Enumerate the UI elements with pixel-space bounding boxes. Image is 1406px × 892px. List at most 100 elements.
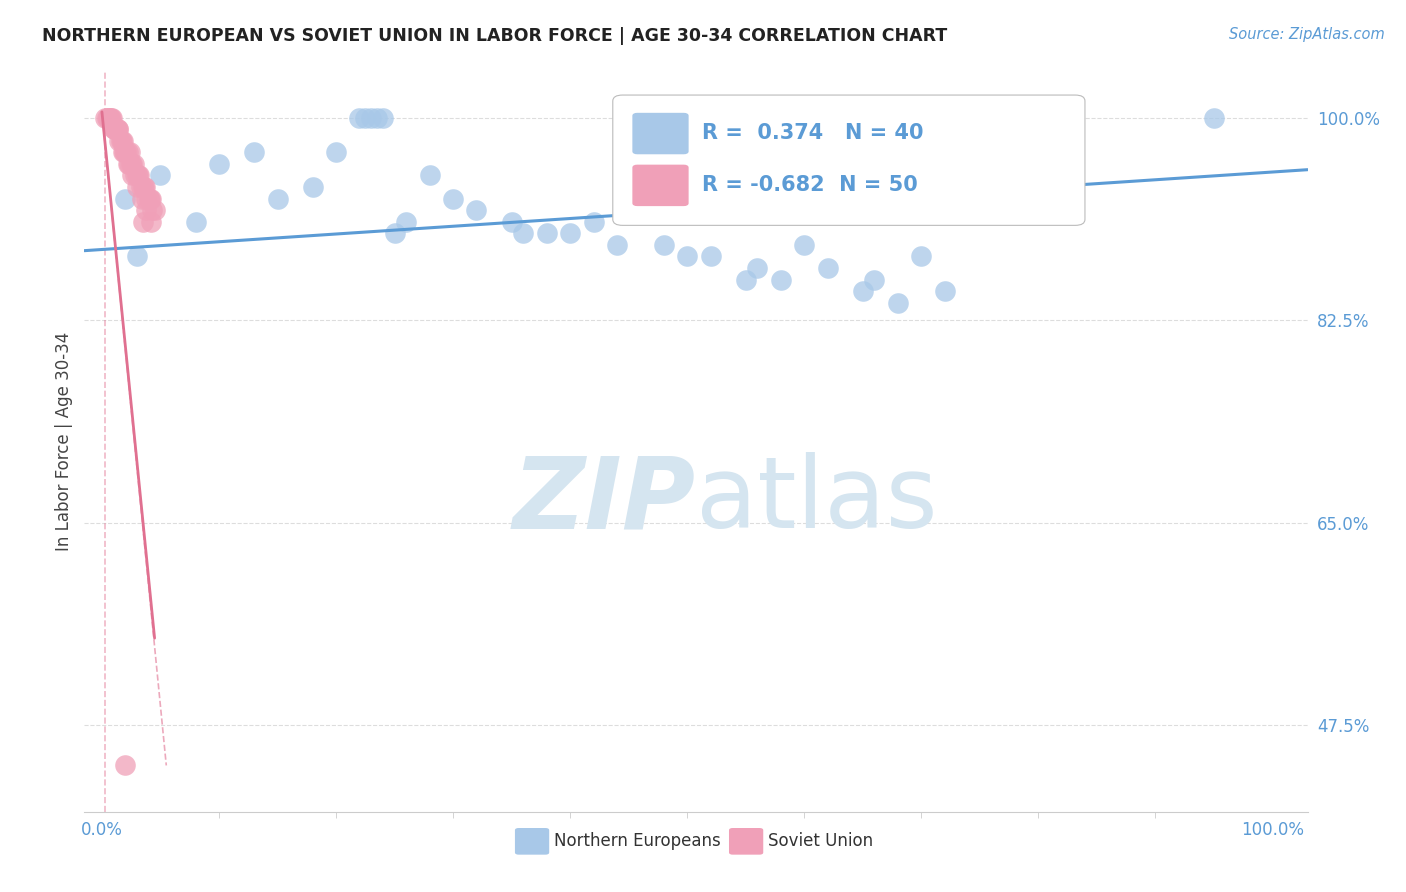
- Point: [734, 272, 756, 286]
- Point: [395, 215, 418, 229]
- Point: [501, 215, 523, 229]
- Point: [863, 272, 886, 286]
- Point: [117, 157, 139, 171]
- Point: [143, 203, 166, 218]
- Text: Northern Europeans: Northern Europeans: [554, 832, 721, 850]
- Point: [139, 215, 162, 229]
- Point: [104, 122, 127, 136]
- Point: [111, 134, 134, 148]
- Point: [96, 111, 118, 125]
- Point: [208, 157, 231, 171]
- Point: [122, 157, 145, 171]
- Point: [103, 122, 125, 136]
- Point: [135, 192, 157, 206]
- FancyBboxPatch shape: [633, 165, 689, 206]
- Point: [111, 145, 134, 160]
- Point: [184, 215, 207, 229]
- Point: [139, 192, 162, 206]
- Point: [97, 111, 120, 125]
- Text: atlas: atlas: [696, 452, 938, 549]
- Point: [131, 192, 153, 206]
- Point: [104, 122, 127, 136]
- Point: [910, 250, 932, 264]
- Point: [128, 169, 150, 183]
- Point: [366, 111, 388, 125]
- Point: [134, 180, 156, 194]
- Point: [110, 134, 132, 148]
- FancyBboxPatch shape: [728, 828, 763, 855]
- Point: [852, 284, 875, 298]
- Point: [107, 122, 129, 136]
- Point: [769, 272, 792, 286]
- Point: [125, 180, 148, 194]
- Point: [676, 250, 699, 264]
- Point: [371, 111, 394, 125]
- Point: [97, 111, 120, 125]
- Point: [98, 111, 121, 125]
- Text: ZIP: ZIP: [513, 452, 696, 549]
- Point: [266, 192, 288, 206]
- FancyBboxPatch shape: [633, 112, 689, 154]
- Point: [94, 111, 117, 125]
- Point: [118, 145, 141, 160]
- Point: [114, 192, 136, 206]
- Point: [793, 238, 815, 252]
- Point: [120, 157, 142, 171]
- Point: [606, 238, 628, 252]
- Point: [384, 227, 406, 241]
- Point: [132, 215, 155, 229]
- Text: NORTHERN EUROPEAN VS SOVIET UNION IN LABOR FORCE | AGE 30-34 CORRELATION CHART: NORTHERN EUROPEAN VS SOVIET UNION IN LAB…: [42, 27, 948, 45]
- Point: [117, 145, 139, 160]
- Point: [325, 145, 347, 160]
- Text: R = -0.682  N = 50: R = -0.682 N = 50: [702, 175, 918, 194]
- Point: [934, 284, 956, 298]
- Point: [560, 227, 582, 241]
- Point: [105, 122, 128, 136]
- Point: [465, 203, 488, 218]
- Point: [125, 250, 148, 264]
- Point: [108, 134, 131, 148]
- Point: [103, 122, 125, 136]
- FancyBboxPatch shape: [515, 828, 550, 855]
- Point: [121, 169, 143, 183]
- Point: [111, 134, 134, 148]
- Point: [129, 180, 152, 194]
- Point: [301, 180, 323, 194]
- Point: [132, 180, 155, 194]
- Point: [582, 215, 605, 229]
- Point: [127, 169, 149, 183]
- Text: Source: ZipAtlas.com: Source: ZipAtlas.com: [1229, 27, 1385, 42]
- Point: [135, 203, 157, 218]
- Point: [441, 192, 464, 206]
- Point: [536, 227, 558, 241]
- Point: [107, 122, 129, 136]
- Point: [699, 250, 721, 264]
- FancyBboxPatch shape: [613, 95, 1085, 226]
- Point: [243, 145, 266, 160]
- Point: [419, 169, 441, 183]
- Point: [124, 169, 146, 183]
- Point: [115, 145, 138, 160]
- Point: [652, 238, 675, 252]
- Point: [101, 111, 124, 125]
- Text: Soviet Union: Soviet Union: [768, 832, 873, 850]
- Point: [100, 111, 122, 125]
- Point: [817, 260, 839, 275]
- Point: [747, 260, 769, 275]
- Point: [512, 227, 534, 241]
- Point: [132, 180, 155, 194]
- Point: [149, 169, 172, 183]
- Point: [139, 192, 162, 206]
- Point: [354, 111, 377, 125]
- Point: [360, 111, 382, 125]
- Text: R =  0.374   N = 40: R = 0.374 N = 40: [702, 123, 924, 143]
- Point: [617, 203, 640, 218]
- Y-axis label: In Labor Force | Age 30-34: In Labor Force | Age 30-34: [55, 332, 73, 551]
- Point: [1202, 111, 1225, 125]
- Point: [121, 157, 143, 171]
- Point: [349, 111, 371, 125]
- Point: [112, 145, 135, 160]
- Point: [114, 145, 136, 160]
- Point: [141, 203, 163, 218]
- Point: [114, 758, 136, 772]
